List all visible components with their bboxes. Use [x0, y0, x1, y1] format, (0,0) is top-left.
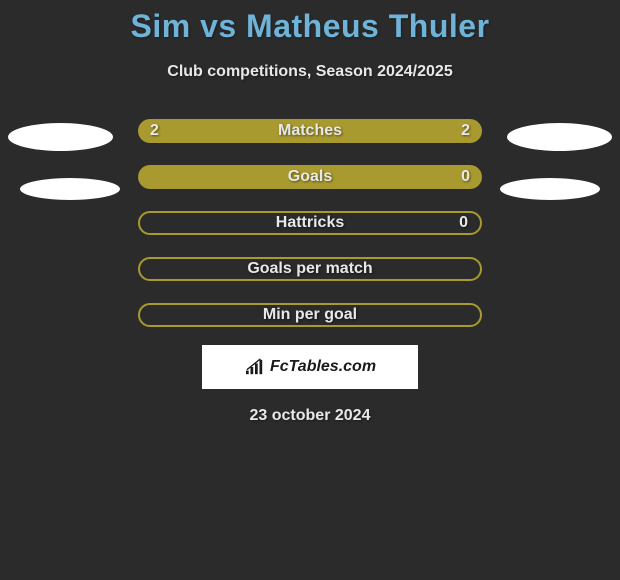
- chart-icon: [244, 358, 266, 376]
- player-ellipse-left-2: [20, 178, 120, 200]
- stats-container: 2 Matches 2 Goals 0 Hattricks 0 Goals pe…: [138, 119, 482, 327]
- stat-label: Goals per match: [247, 260, 372, 278]
- stat-right-value: 2: [461, 122, 470, 140]
- date-label: 23 october 2024: [0, 407, 620, 425]
- stat-label: Goals: [288, 168, 332, 186]
- stat-row-min-per-goal: Min per goal: [138, 303, 482, 327]
- stat-label: Min per goal: [263, 306, 357, 324]
- page-title: Sim vs Matheus Thuler: [0, 0, 620, 45]
- stat-row-matches: 2 Matches 2: [138, 119, 482, 143]
- stat-left-value: 2: [150, 122, 159, 140]
- stat-row-goals-per-match: Goals per match: [138, 257, 482, 281]
- logo-content: FcTables.com: [244, 358, 376, 376]
- player-ellipse-left-1: [8, 123, 113, 151]
- stat-row-goals: Goals 0: [138, 165, 482, 189]
- stat-label: Matches: [278, 122, 342, 140]
- player-ellipse-right-2: [500, 178, 600, 200]
- stat-row-hattricks: Hattricks 0: [138, 211, 482, 235]
- logo-text: FcTables.com: [270, 358, 376, 376]
- subtitle: Club competitions, Season 2024/2025: [0, 63, 620, 81]
- stat-right-value: 0: [461, 168, 470, 186]
- logo-box: FcTables.com: [202, 345, 418, 389]
- stat-right-value: 0: [459, 214, 468, 232]
- player-ellipse-right-1: [507, 123, 612, 151]
- stat-label: Hattricks: [276, 214, 344, 232]
